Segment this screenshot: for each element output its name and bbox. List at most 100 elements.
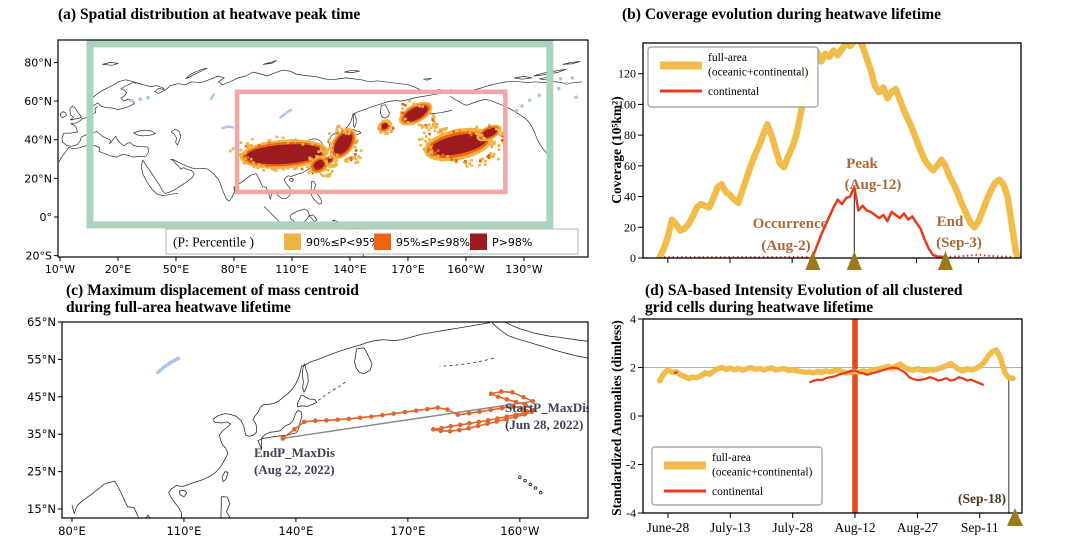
heat-cell	[307, 139, 310, 143]
heat-cell	[450, 158, 454, 161]
trajectory-point	[280, 436, 286, 441]
heat-cell	[470, 128, 473, 132]
heat-cell	[468, 131, 472, 135]
y-tick-label: 60°N	[24, 95, 52, 108]
heat-cell	[488, 126, 491, 130]
heat-cell	[492, 142, 496, 145]
y-tick-label: 55°N	[27, 352, 56, 366]
trajectory-point	[447, 428, 453, 434]
panel-d-title-line1: (d) SA-based Intensity Evolution of all …	[645, 282, 963, 299]
heat-cell	[479, 159, 482, 163]
heat-cell	[354, 153, 357, 156]
heat-blob	[381, 123, 389, 130]
heat-cell	[431, 118, 435, 122]
percentile-legend: (P: Percentile ) 90%≤P<95% 95%≤P≤98% P>98%	[165, 228, 579, 255]
heat-cell	[345, 160, 349, 163]
heat-cell	[390, 129, 394, 132]
hawaii-island	[528, 482, 533, 487]
max-displacement-line	[282, 400, 534, 440]
coastline	[562, 61, 581, 65]
trajectory-point	[346, 416, 352, 422]
coastline	[354, 347, 373, 374]
y-tick-label: 2	[630, 361, 636, 375]
event-annotation: Occurrence	[753, 216, 828, 232]
trajectory-point	[475, 423, 481, 429]
panel-d-title-line2: grid cells during heatwave lifetime	[645, 299, 874, 316]
heat-cell	[317, 150, 320, 153]
heat-cell	[378, 125, 382, 129]
y-tick-label: 4	[630, 312, 636, 326]
x-tick-label: 140°E	[333, 263, 366, 276]
trajectory-point	[485, 421, 490, 427]
legend-swatch	[284, 233, 301, 250]
legend-item-label: 90%≤P<95%	[306, 236, 380, 249]
coastline	[504, 322, 588, 342]
heat-cell	[311, 142, 314, 146]
heat-cell	[358, 156, 362, 160]
heat-cell	[426, 142, 429, 145]
trajectory-point	[435, 405, 441, 410]
heat-cell	[251, 137, 254, 141]
x-tick-label: 80°E	[58, 524, 86, 538]
coastline	[514, 76, 533, 80]
trajectory-point	[457, 422, 463, 428]
heat-cell	[475, 126, 479, 129]
y-tick-label: 100	[618, 97, 636, 111]
x-tick-label: Aug-12	[834, 520, 875, 535]
heat-cell	[429, 146, 433, 149]
heat-cell	[428, 132, 431, 136]
heat-cell	[433, 156, 437, 159]
coastline	[297, 394, 318, 408]
heat-cell	[294, 167, 298, 170]
x-tick-label: Sep-11	[961, 520, 999, 535]
heat-cell	[311, 167, 315, 171]
trajectory-point	[510, 390, 515, 395]
heat-cell	[320, 173, 323, 176]
heat-cell	[501, 131, 504, 134]
heat-cell	[487, 156, 491, 160]
heat-cell	[433, 151, 437, 155]
heat-cell	[344, 159, 347, 162]
water-dot	[556, 86, 561, 91]
heat-cell	[386, 132, 389, 135]
heat-cell	[470, 159, 474, 162]
heat-cell	[307, 171, 311, 174]
heat-cell	[430, 151, 434, 155]
heat-cell	[379, 131, 383, 134]
heat-cell	[348, 130, 351, 134]
coastline	[117, 69, 451, 94]
heat-cell	[257, 144, 261, 148]
event-annotation: End	[937, 214, 964, 230]
heat-cell	[231, 147, 235, 151]
heat-cell	[445, 126, 449, 130]
heat-cell	[326, 168, 330, 172]
heat-cell	[229, 149, 232, 153]
heat-cell	[433, 129, 437, 133]
trajectory-point	[313, 418, 318, 424]
water-dot	[537, 93, 542, 98]
trajectory-point	[413, 408, 419, 413]
heat-cell	[428, 110, 432, 114]
full-area-coverage-line	[656, 43, 1021, 258]
y-tick-label: 25°N	[27, 465, 56, 479]
water-dot	[574, 95, 578, 100]
heat-cell	[454, 160, 458, 164]
trajectory-point	[488, 391, 494, 397]
water-dot	[520, 104, 524, 108]
heat-cell	[335, 127, 339, 131]
trajectory-point	[504, 397, 510, 402]
heat-cell	[261, 164, 265, 168]
heatwave-region-box	[234, 89, 508, 195]
heat-cell	[391, 127, 395, 130]
trajectory-point	[476, 419, 482, 425]
heat-cell	[273, 168, 276, 172]
heat-cell	[488, 141, 491, 145]
heat-cell	[443, 127, 446, 131]
heat-cell	[345, 157, 349, 161]
heat-cell	[500, 133, 504, 137]
coastline	[102, 62, 119, 66]
heat-cell	[498, 133, 502, 137]
x-tick-label: 10°W	[45, 263, 75, 276]
full-area-domain-box	[86, 40, 554, 229]
heat-cell	[328, 146, 331, 150]
